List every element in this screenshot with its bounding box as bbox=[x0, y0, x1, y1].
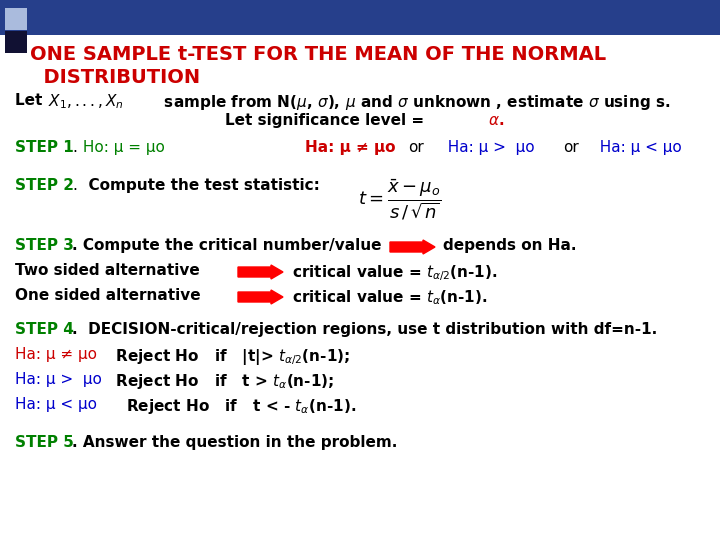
Text: .  DECISION-critical/rejection regions, use t distribution with df=n-1.: . DECISION-critical/rejection regions, u… bbox=[72, 322, 657, 337]
Text: ONE SAMPLE t-TEST FOR THE MEAN OF THE NORMAL: ONE SAMPLE t-TEST FOR THE MEAN OF THE NO… bbox=[30, 45, 606, 64]
Text: STEP 2: STEP 2 bbox=[15, 178, 74, 193]
Text: STEP 4: STEP 4 bbox=[15, 322, 74, 337]
Text: Let: Let bbox=[15, 93, 53, 108]
Text: Reject Ho   if   |t|> $t_{\alpha/2}$(n-1);: Reject Ho if |t|> $t_{\alpha/2}$(n-1); bbox=[105, 347, 350, 367]
Bar bbox=[0, 0, 720, 35]
Text: . Answer the question in the problem.: . Answer the question in the problem. bbox=[72, 435, 397, 450]
Text: $t = \dfrac{\bar{x} - \mu_o}{s\,/\,\sqrt{n}}$: $t = \dfrac{\bar{x} - \mu_o}{s\,/\,\sqrt… bbox=[358, 178, 441, 222]
Text: Reject Ho   if   t < - $t_{\alpha}$(n-1).: Reject Ho if t < - $t_{\alpha}$(n-1). bbox=[105, 397, 356, 416]
FancyArrow shape bbox=[390, 240, 435, 254]
Text: Two sided alternative: Two sided alternative bbox=[15, 263, 199, 278]
Text: critical value = $t_{\alpha/2}$(n-1).: critical value = $t_{\alpha/2}$(n-1). bbox=[292, 263, 498, 283]
Text: depends on Ha.: depends on Ha. bbox=[443, 238, 577, 253]
Text: STEP 1: STEP 1 bbox=[15, 140, 73, 155]
Bar bbox=[5, 31, 27, 53]
Text: Ha: μ ≠ μo: Ha: μ ≠ μo bbox=[15, 347, 97, 362]
Text: Reject Ho   if   t > $t_{\alpha}$(n-1);: Reject Ho if t > $t_{\alpha}$(n-1); bbox=[105, 372, 334, 391]
Text: . Compute the critical number/value: . Compute the critical number/value bbox=[72, 238, 382, 253]
Text: sample from N($\mu$, $\sigma$), $\mu$ and $\sigma$ unknown , estimate $\sigma$ u: sample from N($\mu$, $\sigma$), $\mu$ an… bbox=[148, 93, 670, 112]
Text: Ha: μ < μo: Ha: μ < μo bbox=[590, 140, 682, 155]
Text: Ha: μ >  μo: Ha: μ > μo bbox=[438, 140, 535, 155]
Text: Ho: μ = μo: Ho: μ = μo bbox=[78, 140, 165, 155]
Text: $X_1,...,X_n$: $X_1,...,X_n$ bbox=[48, 92, 124, 111]
Text: .: . bbox=[72, 140, 77, 155]
Text: One sided alternative: One sided alternative bbox=[15, 288, 201, 303]
Text: STEP 3: STEP 3 bbox=[15, 238, 74, 253]
Bar bbox=[0, 0, 720, 35]
Text: critical value = $t_{\alpha}$(n-1).: critical value = $t_{\alpha}$(n-1). bbox=[292, 288, 487, 307]
Text: Ha: μ >  μo: Ha: μ > μo bbox=[15, 372, 102, 387]
Text: DISTRIBUTION: DISTRIBUTION bbox=[30, 68, 200, 87]
FancyArrow shape bbox=[238, 265, 283, 279]
Text: or: or bbox=[408, 140, 424, 155]
Text: $\alpha$.: $\alpha$. bbox=[488, 113, 504, 128]
Text: Ha: μ ≠ μo: Ha: μ ≠ μo bbox=[305, 140, 395, 155]
Text: Ha: μ < μo: Ha: μ < μo bbox=[15, 397, 97, 412]
Text: .: . bbox=[72, 178, 77, 193]
Bar bbox=[5, 8, 27, 30]
FancyArrow shape bbox=[238, 290, 283, 304]
Text: Compute the test statistic:: Compute the test statistic: bbox=[78, 178, 320, 193]
Text: Let significance level =: Let significance level = bbox=[225, 113, 424, 128]
Text: STEP 5: STEP 5 bbox=[15, 435, 74, 450]
Text: or: or bbox=[563, 140, 579, 155]
